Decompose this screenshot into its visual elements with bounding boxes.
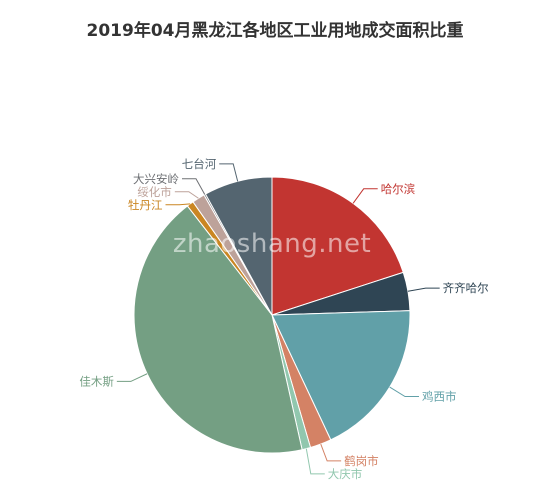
slice-label: 大兴安岭 bbox=[133, 172, 179, 186]
watermark-text: zhaoshang.net bbox=[173, 229, 371, 259]
label-leader-line bbox=[320, 443, 342, 462]
label-leader-line bbox=[389, 386, 420, 398]
slice-label: 鹤岗市 bbox=[344, 454, 379, 468]
pie-slice bbox=[271, 310, 411, 441]
label-leader-line bbox=[165, 203, 191, 206]
pie-slices bbox=[133, 176, 411, 454]
label-leader-line bbox=[407, 287, 440, 292]
slice-label: 佳木斯 bbox=[79, 374, 114, 388]
slice-label: 七台河 bbox=[182, 157, 217, 171]
label-leader-line bbox=[219, 163, 239, 182]
pie-slice bbox=[133, 205, 303, 454]
chart-title: 2019年04月黑龙江各地区工业用地成交面积比重 bbox=[87, 20, 464, 41]
slice-label: 齐齐哈尔 bbox=[443, 281, 489, 295]
label-leader-line bbox=[116, 373, 148, 382]
label-leader-line bbox=[305, 448, 325, 475]
label-leader-line bbox=[181, 178, 206, 195]
slice-label: 绥化市 bbox=[137, 185, 172, 199]
slice-label: 大庆市 bbox=[328, 467, 363, 481]
pie-slice bbox=[204, 176, 273, 316]
label-leader-line bbox=[174, 191, 199, 199]
slice-label: 鸡西市 bbox=[422, 390, 457, 404]
label-leader-lines bbox=[116, 163, 440, 475]
slice-label: 牡丹江 bbox=[128, 198, 163, 212]
slice-label: 哈尔滨 bbox=[381, 182, 416, 196]
label-leader-line bbox=[352, 188, 378, 204]
